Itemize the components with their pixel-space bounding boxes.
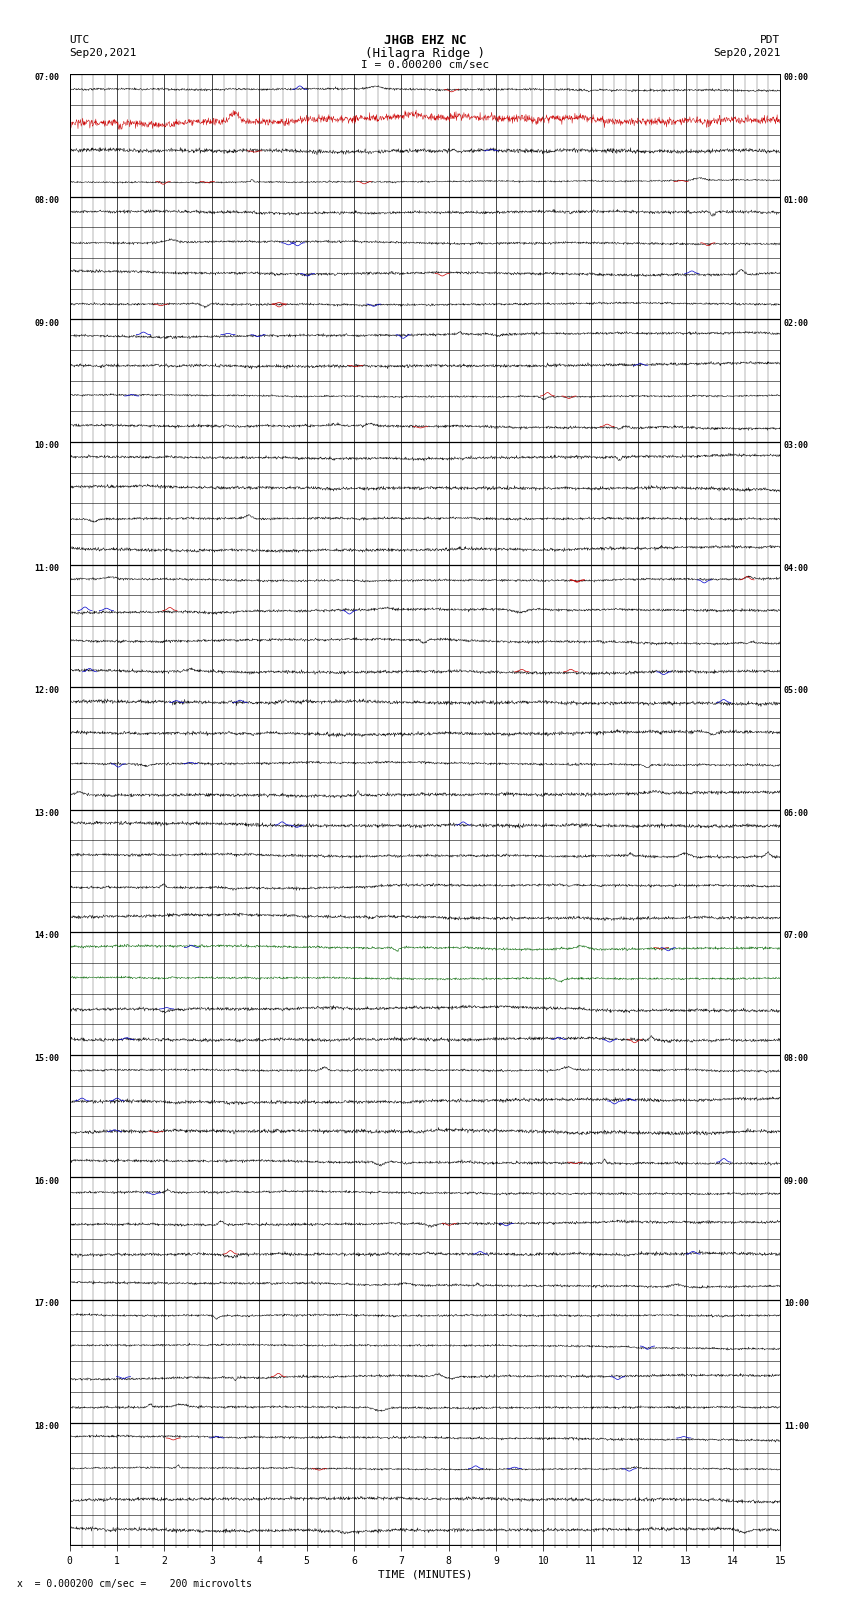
Text: (Hilagra Ridge ): (Hilagra Ridge ) bbox=[365, 47, 485, 60]
Text: 06:00: 06:00 bbox=[784, 808, 809, 818]
Text: 11:00: 11:00 bbox=[34, 563, 59, 573]
Text: 18:00: 18:00 bbox=[34, 1421, 59, 1431]
Text: PDT: PDT bbox=[760, 35, 780, 45]
Text: UTC: UTC bbox=[70, 35, 90, 45]
Text: Sep20,2021: Sep20,2021 bbox=[70, 48, 137, 58]
Text: JHGB EHZ NC: JHGB EHZ NC bbox=[383, 34, 467, 47]
Text: 10:00: 10:00 bbox=[784, 1298, 809, 1308]
Text: 01:00: 01:00 bbox=[784, 195, 809, 205]
Text: 07:00: 07:00 bbox=[784, 931, 809, 940]
X-axis label: TIME (MINUTES): TIME (MINUTES) bbox=[377, 1569, 473, 1579]
Text: 05:00: 05:00 bbox=[784, 686, 809, 695]
Text: 15:00: 15:00 bbox=[34, 1053, 59, 1063]
Text: 16:00: 16:00 bbox=[34, 1176, 59, 1186]
Text: 13:00: 13:00 bbox=[34, 808, 59, 818]
Text: 11:00: 11:00 bbox=[784, 1421, 809, 1431]
Text: 08:00: 08:00 bbox=[34, 195, 59, 205]
Text: Sep20,2021: Sep20,2021 bbox=[713, 48, 780, 58]
Text: x  = 0.000200 cm/sec =    200 microvolts: x = 0.000200 cm/sec = 200 microvolts bbox=[17, 1579, 252, 1589]
Text: 04:00: 04:00 bbox=[784, 563, 809, 573]
Text: 03:00: 03:00 bbox=[784, 440, 809, 450]
Text: 12:00: 12:00 bbox=[34, 686, 59, 695]
Text: 09:00: 09:00 bbox=[784, 1176, 809, 1186]
Text: 08:00: 08:00 bbox=[784, 1053, 809, 1063]
Text: 02:00: 02:00 bbox=[784, 318, 809, 327]
Text: I = 0.000200 cm/sec: I = 0.000200 cm/sec bbox=[361, 60, 489, 69]
Text: 09:00: 09:00 bbox=[34, 318, 59, 327]
Text: 14:00: 14:00 bbox=[34, 931, 59, 940]
Text: 10:00: 10:00 bbox=[34, 440, 59, 450]
Text: 17:00: 17:00 bbox=[34, 1298, 59, 1308]
Text: 07:00: 07:00 bbox=[34, 73, 59, 82]
Text: 00:00: 00:00 bbox=[784, 73, 809, 82]
